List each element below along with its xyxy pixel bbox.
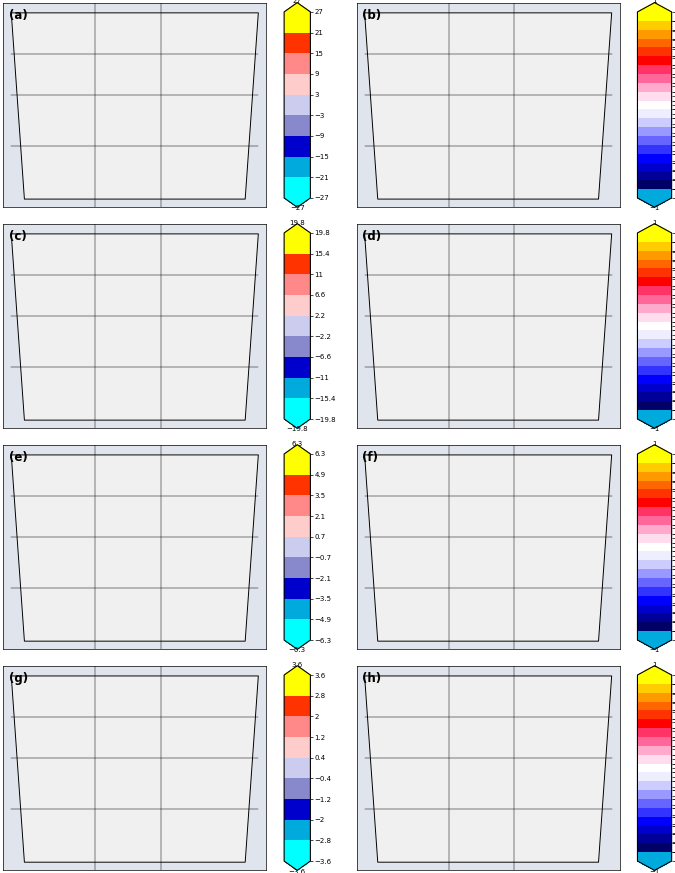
Text: (e): (e) bbox=[9, 450, 28, 464]
Polygon shape bbox=[364, 455, 612, 641]
Text: 1: 1 bbox=[652, 662, 657, 668]
Text: (a): (a) bbox=[9, 9, 28, 22]
Text: (b): (b) bbox=[362, 9, 381, 22]
Text: (c): (c) bbox=[9, 230, 26, 243]
PathPatch shape bbox=[637, 666, 672, 675]
PathPatch shape bbox=[284, 198, 311, 207]
Text: −1: −1 bbox=[649, 869, 659, 873]
Text: −1: −1 bbox=[649, 426, 659, 432]
PathPatch shape bbox=[637, 640, 672, 650]
Polygon shape bbox=[364, 234, 612, 420]
Text: 1: 1 bbox=[652, 0, 657, 4]
Text: 1: 1 bbox=[652, 219, 657, 225]
PathPatch shape bbox=[284, 444, 311, 454]
PathPatch shape bbox=[284, 419, 311, 429]
Polygon shape bbox=[364, 13, 612, 199]
Text: 6.3: 6.3 bbox=[292, 441, 303, 447]
PathPatch shape bbox=[637, 419, 672, 429]
Text: −1: −1 bbox=[649, 648, 659, 654]
Text: (f): (f) bbox=[362, 450, 378, 464]
PathPatch shape bbox=[284, 3, 311, 12]
PathPatch shape bbox=[284, 223, 311, 233]
PathPatch shape bbox=[284, 861, 311, 870]
PathPatch shape bbox=[637, 198, 672, 207]
Text: −3.6: −3.6 bbox=[289, 869, 306, 873]
PathPatch shape bbox=[637, 223, 672, 233]
Text: 19.8: 19.8 bbox=[290, 219, 305, 225]
Polygon shape bbox=[364, 676, 612, 863]
PathPatch shape bbox=[284, 640, 311, 650]
Polygon shape bbox=[11, 676, 259, 863]
Text: −1: −1 bbox=[649, 205, 659, 211]
Polygon shape bbox=[11, 455, 259, 641]
Text: (g): (g) bbox=[9, 672, 28, 684]
Text: −27: −27 bbox=[290, 205, 304, 211]
Text: −19.8: −19.8 bbox=[286, 426, 308, 432]
Text: −6.3: −6.3 bbox=[289, 648, 306, 654]
PathPatch shape bbox=[637, 861, 672, 870]
Text: 3.6: 3.6 bbox=[292, 662, 303, 668]
Polygon shape bbox=[11, 13, 259, 199]
PathPatch shape bbox=[637, 444, 672, 454]
PathPatch shape bbox=[284, 666, 311, 675]
Text: (h): (h) bbox=[362, 672, 381, 684]
Text: (d): (d) bbox=[362, 230, 381, 243]
Text: 27: 27 bbox=[293, 0, 302, 4]
PathPatch shape bbox=[637, 3, 672, 12]
Text: 1: 1 bbox=[652, 441, 657, 447]
Polygon shape bbox=[11, 234, 259, 420]
